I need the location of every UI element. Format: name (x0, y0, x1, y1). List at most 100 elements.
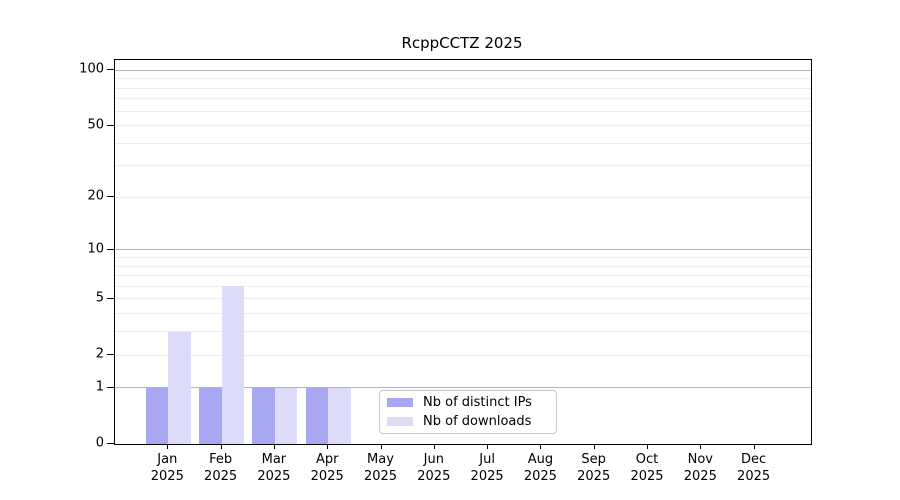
x-tick-label: Aug 2025 (510, 451, 570, 485)
x-tick-mark (700, 444, 702, 449)
y-tick-mark (107, 386, 114, 388)
y-tick-mark (107, 297, 114, 299)
x-tick-label-year: 2025 (363, 469, 398, 484)
x-tick-label-month: May (367, 452, 394, 467)
x-tick-mark (593, 444, 595, 449)
x-tick-mark (273, 444, 275, 449)
x-tick-label: Dec 2025 (724, 451, 784, 485)
bar-downloads (328, 387, 351, 444)
x-tick-label-year: 2025 (683, 469, 717, 484)
y-tick-label: 20 (87, 188, 104, 204)
gridline-minor (115, 125, 811, 127)
x-tick-label-year: 2025 (310, 469, 344, 484)
x-tick-mark (380, 444, 382, 449)
x-tick-label: Sep 2025 (564, 451, 624, 485)
x-tick-label: Nov 2025 (670, 451, 730, 485)
legend-item-downloads: Nb of downloads (387, 414, 556, 429)
y-tick-mark (107, 196, 114, 198)
y-tick-label: 100 (79, 61, 104, 77)
x-tick-label: Jun 2025 (404, 451, 464, 485)
x-tick-label: Mar 2025 (244, 451, 304, 485)
x-tick-label-year: 2025 (737, 469, 771, 484)
x-tick-label-month: Jul (479, 452, 495, 467)
bar-downloads (168, 331, 191, 444)
legend-label-downloads: Nb of downloads (423, 414, 532, 429)
y-tick-label: 5 (95, 290, 104, 306)
gridline-minor (115, 331, 811, 333)
gridline-minor (115, 110, 811, 112)
y-tick-label: 50 (87, 117, 104, 133)
x-tick-label-month: Feb (209, 452, 233, 467)
x-tick-label: Jul 2025 (457, 451, 517, 485)
x-tick-label-month: Jun (423, 452, 444, 467)
chart-title: RcppCCTZ 2025 (401, 34, 523, 52)
x-tick-mark (540, 444, 542, 449)
bar-downloads (274, 387, 298, 444)
y-tick-mark (107, 69, 114, 71)
x-tick-label-year: 2025 (417, 469, 451, 484)
x-tick-mark (167, 444, 169, 449)
gridline-minor (115, 196, 811, 198)
bar-downloads (221, 286, 245, 444)
x-tick-mark (753, 444, 755, 449)
legend-label-distinct-ips: Nb of distinct IPs (423, 395, 532, 410)
gridline-major (115, 249, 811, 251)
gridline-minor (115, 313, 811, 315)
y-tick-mark (107, 124, 114, 126)
x-tick-label-month: Aug (527, 452, 554, 467)
x-tick-mark (327, 444, 329, 449)
x-tick-label-month: Jan (157, 452, 178, 467)
x-tick-label-year: 2025 (470, 469, 504, 484)
gridline-minor (115, 98, 811, 100)
x-tick-label-year: 2025 (630, 469, 664, 484)
legend-swatch-downloads (387, 417, 413, 426)
x-tick-label-year: 2025 (204, 469, 238, 484)
gridline-minor (115, 354, 811, 356)
y-tick-label: 2 (95, 346, 104, 362)
gridline-minor (115, 256, 811, 258)
y-tick-label: 1 (95, 379, 104, 395)
bar-distinct-ips (199, 387, 222, 444)
x-tick-label-year: 2025 (577, 469, 611, 484)
x-tick-mark (220, 444, 222, 449)
bar-distinct-ips (305, 387, 329, 444)
x-tick-label-month: Oct (635, 452, 659, 467)
y-tick-mark (107, 248, 114, 250)
gridline-minor (115, 298, 811, 300)
x-tick-label: Feb 2025 (191, 451, 251, 485)
x-tick-label-month: Mar (261, 452, 287, 467)
bar-distinct-ips (145, 387, 169, 444)
legend: Nb of distinct IPs Nb of downloads (379, 390, 557, 434)
x-tick-label: Apr 2025 (297, 451, 357, 485)
x-tick-label-year: 2025 (150, 469, 184, 484)
y-tick-label: 0 (95, 435, 104, 451)
y-tick-mark (107, 443, 114, 444)
x-tick-label-month: Dec (741, 452, 767, 467)
x-tick-label-year: 2025 (257, 469, 291, 484)
x-tick-label-month: Nov (687, 452, 713, 467)
x-tick-mark (487, 444, 489, 449)
x-tick-label: Jan 2025 (137, 451, 197, 485)
x-tick-label: May 2025 (351, 451, 411, 485)
gridline-minor (115, 78, 811, 80)
y-tick-mark (107, 354, 114, 355)
x-tick-mark (433, 444, 435, 449)
x-tick-mark (647, 444, 648, 449)
gridline-minor (115, 275, 811, 277)
legend-item-distinct-ips: Nb of distinct IPs (387, 395, 556, 410)
bar-distinct-ips (252, 387, 275, 444)
gridline-major (115, 69, 811, 71)
legend-swatch-distinct-ips (387, 398, 413, 407)
gridline-minor (115, 285, 811, 287)
plot-area: Nb of distinct IPs Nb of downloads (114, 59, 812, 445)
y-tick-label: 10 (87, 241, 104, 257)
x-tick-label-month: Apr (315, 452, 339, 467)
x-tick-label-month: Sep (581, 452, 606, 467)
x-tick-label-year: 2025 (523, 469, 557, 484)
gridline-minor (115, 265, 811, 267)
gridline-minor (115, 87, 811, 89)
gridline-minor (115, 142, 811, 144)
x-tick-label: Oct 2025 (617, 451, 677, 485)
gridline-minor (115, 165, 811, 167)
